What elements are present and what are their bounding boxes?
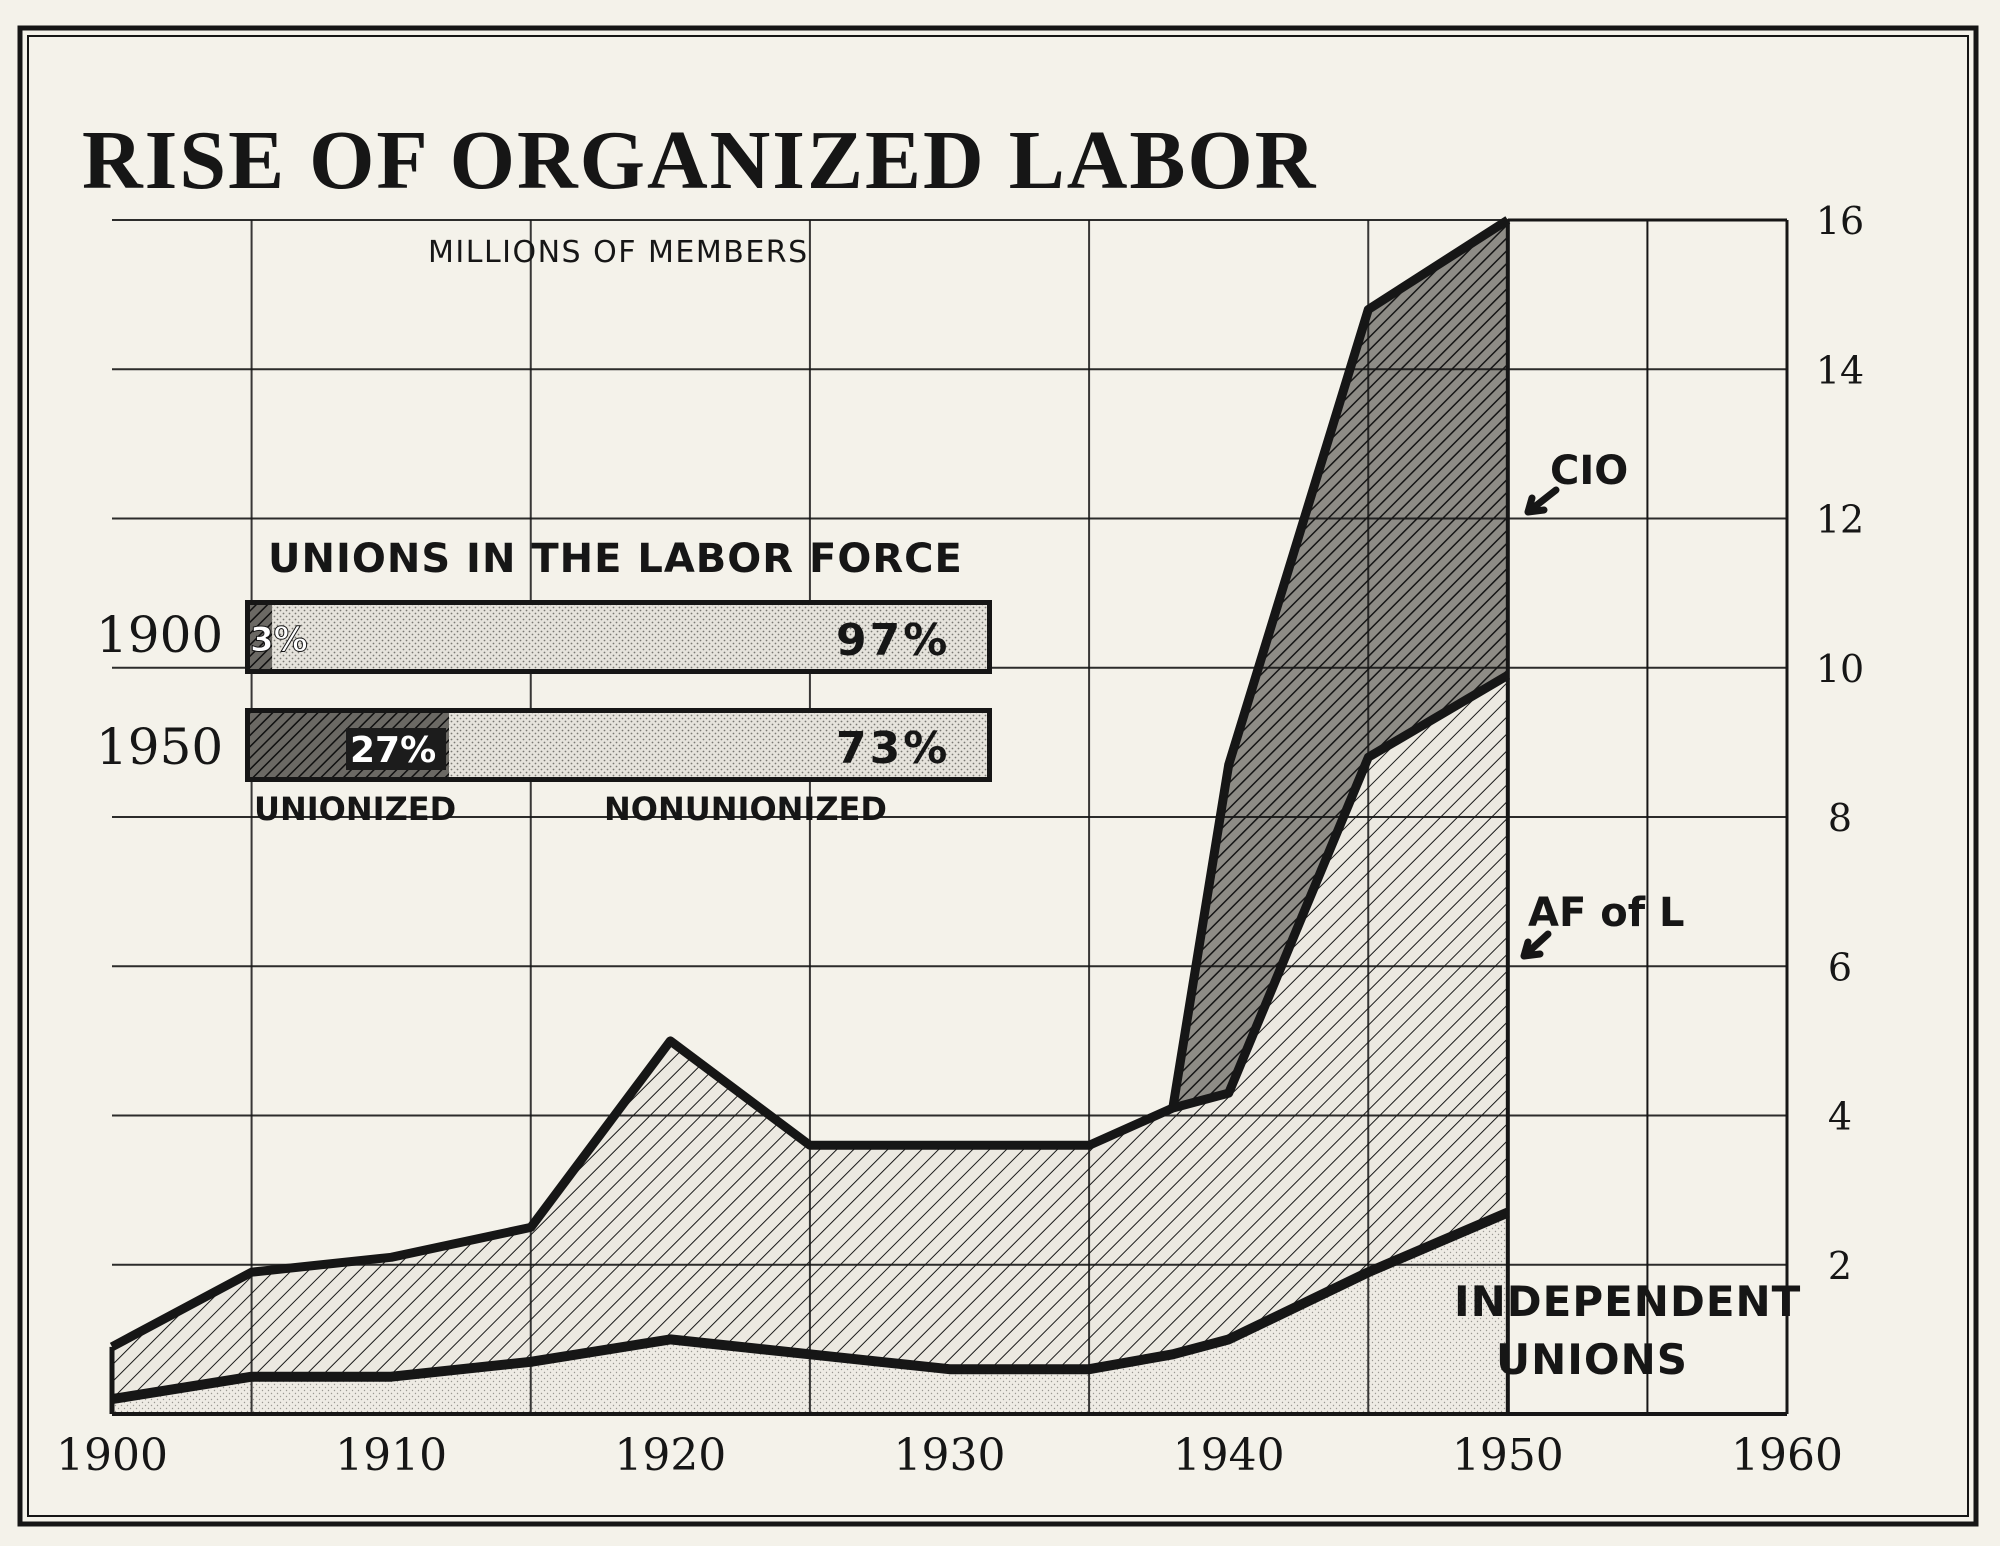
cio-arrow-icon bbox=[1524, 486, 1560, 516]
x-tick-label-1960: 1960 bbox=[1731, 1430, 1843, 1481]
inset-bar-1900-unionized bbox=[250, 605, 273, 669]
x-tick-label-1930: 1930 bbox=[894, 1430, 1006, 1481]
series-label-independent-line1: INDEPENDENT bbox=[1454, 1277, 1801, 1326]
series-label-afl: AF of L bbox=[1528, 890, 1685, 936]
area-layers bbox=[112, 220, 1508, 1414]
line-afl bbox=[109, 671, 1511, 1351]
inset-title: UNIONS IN THE LABOR FORCE bbox=[268, 536, 963, 582]
series-label-cio: CIO bbox=[1550, 448, 1628, 494]
line-cio bbox=[1168, 216, 1511, 1109]
y-tick-label-10: 10 bbox=[1816, 647, 1864, 691]
inset-labor-force: UNIONS IN THE LABOR FORCE 1900 3% 97% 19… bbox=[96, 536, 992, 828]
area-cio bbox=[1172, 220, 1508, 1108]
y-tick-label-8: 8 bbox=[1828, 796, 1852, 840]
x-tick-label-1940: 1940 bbox=[1173, 1430, 1285, 1481]
x-tick-label-1950: 1950 bbox=[1452, 1430, 1564, 1481]
inset-year-1950: 1950 bbox=[96, 718, 223, 776]
x-tick-label-1920: 1920 bbox=[614, 1430, 726, 1481]
area-independent-unions bbox=[112, 1212, 1508, 1414]
chart-subtitle: MILLIONS OF MEMBERS bbox=[428, 235, 809, 270]
inset-legend-unionized: UNIONIZED bbox=[254, 790, 456, 828]
outer-frame bbox=[17, 25, 1979, 1527]
inset-label-1900-unionized: 3% bbox=[250, 620, 308, 660]
inset-bar-1950-label-bg bbox=[346, 728, 446, 770]
x-axis: 1900 1910 1920 1930 1940 1950 1960 bbox=[56, 1430, 1843, 1481]
y-tick-label-2: 2 bbox=[1828, 1244, 1852, 1288]
y-tick-label-16: 16 bbox=[1816, 199, 1864, 243]
inner-frame bbox=[27, 35, 1969, 1517]
inset-bar-1900-nonunionized bbox=[250, 605, 987, 669]
grid-lines bbox=[112, 218, 1789, 1416]
y-tick-label-14: 14 bbox=[1816, 348, 1864, 392]
inset-year-1900: 1900 bbox=[96, 606, 223, 664]
chart-title: RISE OF ORGANIZED LABOR bbox=[82, 114, 1317, 207]
y-tick-label-6: 6 bbox=[1828, 945, 1852, 989]
inset-label-1900-nonunionized: 97% bbox=[836, 615, 950, 666]
series-outlines bbox=[109, 216, 1511, 1414]
x-tick-label-1910: 1910 bbox=[335, 1430, 447, 1481]
series-label-independent-line2: UNIONS bbox=[1496, 1335, 1688, 1384]
y-tick-label-12: 12 bbox=[1816, 498, 1864, 542]
afl-arrow-icon bbox=[1520, 930, 1552, 960]
inset-legend-nonunionized: NONUNIONIZED bbox=[604, 790, 887, 828]
area-afl bbox=[112, 675, 1508, 1400]
line-independent-unions bbox=[111, 1207, 1510, 1405]
y-axis: 2 4 6 8 10 12 14 16 bbox=[1816, 199, 1864, 1288]
inset-label-1950-unionized: 27% bbox=[350, 730, 436, 771]
y-tick-label-4: 4 bbox=[1828, 1095, 1852, 1139]
x-tick-label-1900: 1900 bbox=[56, 1430, 168, 1481]
inset-label-1950-nonunionized: 73% bbox=[836, 723, 950, 774]
